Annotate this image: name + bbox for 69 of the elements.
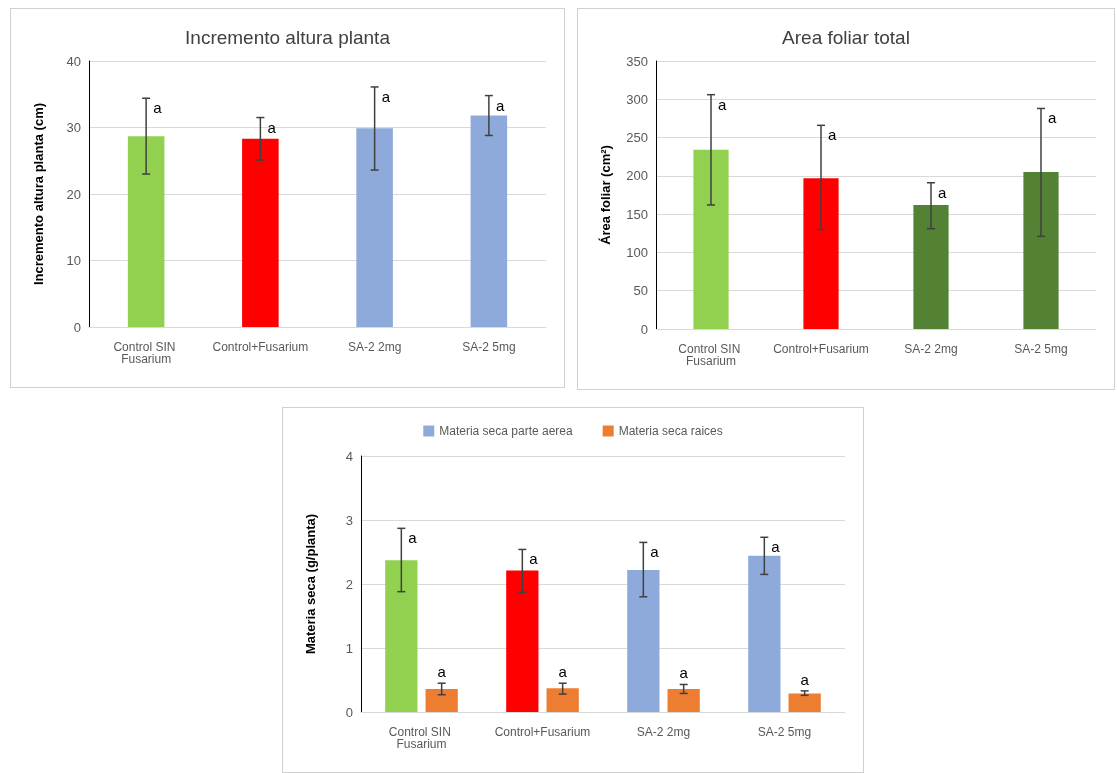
y-axis-title: Área foliar (cm²): [598, 145, 613, 245]
y-tick-label: 0: [345, 704, 353, 720]
x-tick-label: Control SIN Fusarium: [678, 342, 744, 368]
y-tick-label: 2: [345, 576, 353, 592]
legend-label: Materia seca raices: [618, 424, 723, 438]
bar: [546, 688, 579, 712]
chart-title: Incremento altura planta: [185, 27, 391, 48]
bar: [913, 204, 949, 329]
x-tick-label: Control+Fusarium: [212, 340, 309, 354]
bar: [803, 178, 839, 329]
data-label: a: [408, 529, 418, 547]
bar: [748, 555, 781, 712]
x-tick-label: Control SIN Fusarium: [388, 725, 455, 751]
y-tick-label: 30: [66, 120, 81, 135]
y-tick-label: 300: [626, 91, 648, 107]
annotation: a: [267, 118, 277, 136]
y-tick-label: 150: [626, 206, 648, 222]
bar: [356, 128, 393, 327]
y-tick-label: 20: [66, 186, 81, 202]
y-tick-label: 10: [66, 253, 81, 268]
data-label: a: [650, 543, 660, 561]
chart-title: Area foliar total: [782, 27, 910, 48]
y-axis-title: Materia seca (g/planta): [303, 513, 318, 655]
x-tick-label: Control SIN Fusarium: [113, 340, 179, 366]
x-tick-label: Control+Fusarium: [773, 342, 869, 356]
x-tick-label: SA-2 5mg: [462, 340, 516, 354]
annotation: a: [938, 183, 947, 201]
y-tick-label: 350: [626, 53, 648, 69]
annotation: a: [381, 87, 391, 105]
bar: [127, 136, 165, 327]
data-label: a: [800, 670, 810, 688]
annotation: a: [153, 99, 163, 117]
data-label: a: [771, 538, 781, 556]
x-tick-label: SA-2 5mg: [757, 725, 812, 739]
y-axis-title: Incremento altura planta (cm): [31, 102, 46, 286]
annotation: a: [828, 126, 837, 144]
bar: [667, 688, 700, 712]
y-tick-label: 200: [626, 168, 648, 184]
legend-label: Materia seca parte aerea: [439, 424, 574, 438]
y-tick-label: 50: [633, 283, 648, 299]
bar: [1023, 172, 1059, 329]
y-tick-label: 4: [345, 448, 353, 464]
annotation: a: [1048, 109, 1057, 127]
y-tick-label: 0: [73, 319, 81, 335]
bar: [385, 560, 418, 712]
bar: [627, 569, 660, 712]
y-tick-label: 3: [345, 512, 353, 528]
x-tick-label: SA-2 2mg: [904, 342, 958, 356]
bar: [242, 138, 279, 327]
y-tick-label: 250: [626, 130, 648, 146]
bar: [425, 688, 458, 712]
y-tick-label: 100: [626, 244, 648, 260]
data-label: a: [679, 664, 689, 682]
x-tick-label: SA-2 2mg: [636, 725, 691, 739]
bar: [788, 693, 821, 712]
x-tick-label: SA-2 5mg: [1014, 342, 1068, 356]
y-tick-label: 40: [66, 53, 81, 69]
y-tick-label: 0: [640, 321, 648, 337]
data-label: a: [437, 663, 447, 681]
bar: [693, 149, 729, 329]
bar: [470, 115, 508, 327]
x-tick-label: SA-2 2mg: [347, 340, 402, 354]
x-tick-label: Control+Fusarium: [494, 725, 591, 739]
annotation: a: [495, 96, 505, 114]
y-tick-label: 1: [345, 640, 353, 656]
annotation: a: [718, 95, 727, 113]
bar: [506, 570, 539, 712]
data-label: a: [558, 663, 568, 681]
data-label: a: [529, 550, 539, 568]
